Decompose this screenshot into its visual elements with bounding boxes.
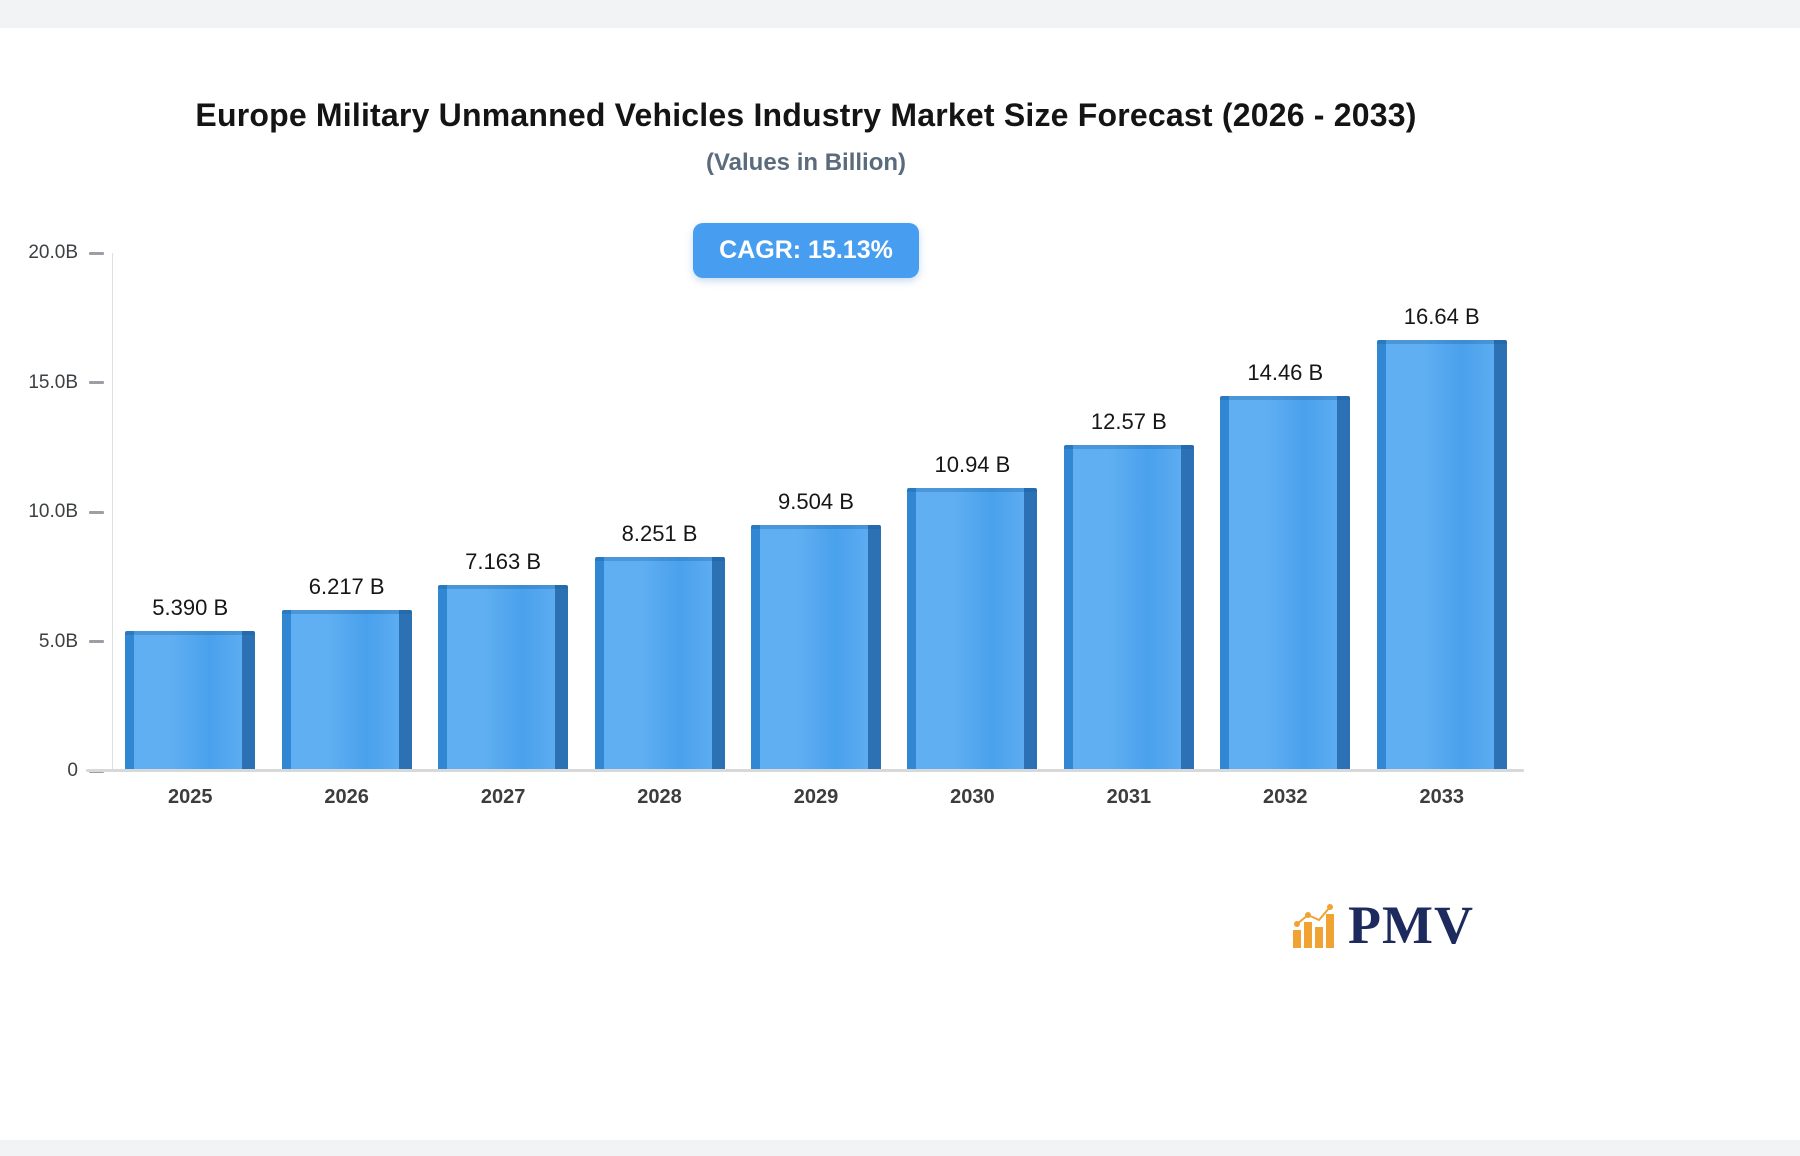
bar-value-label: 6.217 B bbox=[308, 574, 385, 599]
x-axis-label-2027: 2027 bbox=[480, 786, 526, 808]
bar-value-label: 9.504 B bbox=[778, 489, 854, 514]
cagr-badge-label: CAGR: 15.13% bbox=[719, 236, 893, 264]
bar-2029 bbox=[750, 525, 881, 771]
x-axis-label-2025: 2025 bbox=[167, 786, 213, 808]
bar-value-label: 10.94 B bbox=[934, 452, 1011, 477]
bar-column-2031: 12.57 B bbox=[1063, 253, 1194, 771]
y-tick-mark bbox=[89, 640, 104, 643]
x-axis-label-2031: 2031 bbox=[1106, 786, 1152, 808]
chart-title: Europe Military Unmanned Vehicles Indust… bbox=[195, 97, 1417, 133]
x-axis-label-2026: 2026 bbox=[324, 786, 369, 808]
y-tick: 20.0B bbox=[0, 242, 104, 264]
y-tick-mark bbox=[89, 251, 104, 255]
bar-chart-icon bbox=[1293, 904, 1334, 948]
bar-value-label: 12.57 B bbox=[1090, 409, 1167, 434]
bar-2033 bbox=[1376, 340, 1507, 771]
bar-value-label: 16.64 B bbox=[1403, 304, 1480, 329]
bar-column-2033: 16.64 B bbox=[1376, 253, 1507, 771]
bar-2028 bbox=[594, 557, 725, 771]
bar-2026 bbox=[281, 610, 412, 771]
x-axis-line bbox=[86, 769, 1524, 772]
bar-column-2025: 5.390 B bbox=[125, 253, 256, 771]
bar-column-2028: 8.251 B bbox=[594, 253, 725, 771]
bar-column-2029: 9.504 B bbox=[750, 253, 881, 771]
bar-2031 bbox=[1063, 445, 1194, 771]
bar-column-2032: 14.46 B bbox=[1220, 253, 1351, 771]
bar-column-2026: 6.217 B bbox=[281, 253, 412, 771]
bar-2032 bbox=[1220, 396, 1351, 771]
bar-column-2030: 10.94 B bbox=[907, 253, 1038, 771]
x-axis-label-2030: 2030 bbox=[950, 786, 995, 808]
x-axis-labels: 2025 2026 2027 2028 2029 2030 2031 2032 2033 bbox=[112, 786, 1520, 809]
plot-area: 5.390 B 6.217 B 7.163 B 8.251 B 9.504 B 10.94… bbox=[112, 253, 1520, 771]
x-axis-label-2029: 2029 bbox=[793, 786, 839, 808]
x-axis-label-2028: 2028 bbox=[637, 786, 682, 808]
top-border-strip bbox=[0, 0, 1800, 28]
y-axis-line bbox=[112, 253, 113, 771]
y-axis: 20.0B 15.0B 10.0B 5.0B 0 bbox=[0, 242, 104, 781]
chart-subtitle: (Values in Billion) bbox=[705, 149, 907, 176]
y-tick-mark bbox=[89, 510, 104, 514]
y-tick-label: 20.0B bbox=[28, 242, 78, 263]
y-tick-label: 15.0B bbox=[28, 371, 78, 393]
bar-2027 bbox=[438, 585, 569, 771]
pmv-logo: PMV bbox=[1290, 898, 1474, 952]
y-tick-label: 5.0B bbox=[38, 630, 78, 652]
y-tick: 5.0B bbox=[0, 631, 104, 653]
bar-value-label: 8.251 B bbox=[621, 521, 698, 546]
y-tick: 15.0B bbox=[0, 372, 104, 394]
cagr-badge: CAGR: 15.13% bbox=[693, 223, 919, 278]
bar-value-label: 7.163 B bbox=[465, 549, 542, 574]
bottom-border-strip bbox=[0, 1140, 1800, 1156]
bar-column-2027: 7.163 B bbox=[438, 253, 569, 771]
bar-2030 bbox=[907, 488, 1038, 771]
y-tick-label: 10.0B bbox=[28, 501, 78, 522]
bar-2025 bbox=[125, 631, 256, 771]
logo-text: PMV bbox=[1348, 895, 1474, 955]
y-tick-mark bbox=[89, 381, 104, 384]
x-axis-label-2033: 2033 bbox=[1419, 786, 1464, 808]
y-tick-label: 0 bbox=[67, 760, 78, 781]
bar-value-label: 5.390 B bbox=[152, 595, 229, 620]
cagr-badge-row: CAGR: 15.13% bbox=[0, 223, 1612, 278]
bar-value-label: 14.46 B bbox=[1247, 360, 1324, 385]
x-axis-label-2032: 2032 bbox=[1263, 786, 1308, 808]
y-tick: 10.0B bbox=[0, 501, 104, 523]
